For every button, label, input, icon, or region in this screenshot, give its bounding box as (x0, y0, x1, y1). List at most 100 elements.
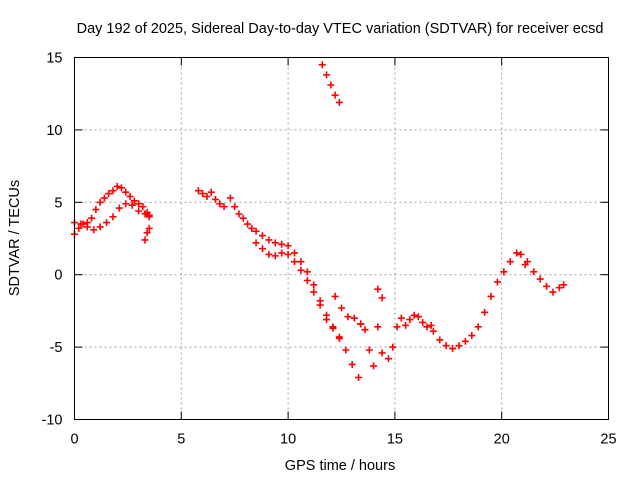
series-arc-11 (523, 258, 568, 296)
data-point (220, 203, 228, 211)
y-axis-label: SDTVAR / TECUs (7, 180, 23, 296)
data-point (378, 294, 386, 302)
data-point (329, 324, 337, 332)
data-point (90, 226, 98, 234)
data-point (88, 214, 96, 222)
data-point (549, 288, 557, 296)
data-point (103, 219, 111, 227)
data-point (323, 71, 331, 79)
data-point (355, 374, 363, 382)
data-point (429, 327, 437, 335)
data-point (455, 342, 463, 350)
y-tick-label: -5 (50, 340, 63, 356)
data-point (506, 258, 514, 266)
data-point (370, 362, 378, 370)
data-point (344, 313, 352, 321)
data-point (145, 224, 153, 232)
series-arc-4-upper (252, 227, 363, 382)
data-point (493, 278, 501, 286)
data-point (423, 323, 431, 331)
data-point (130, 197, 138, 205)
axis-ticks: 0 5 10 15 20 25 -10 -5 0 5 10 15 (42, 51, 617, 448)
data-point (327, 81, 335, 89)
data-point (449, 345, 457, 353)
series-arc-1-tail (141, 224, 153, 244)
plot-frame (74, 57, 609, 420)
data-point (258, 232, 266, 240)
data-point (374, 323, 382, 331)
data-point (474, 323, 482, 331)
data-point (318, 61, 326, 69)
data-point (244, 220, 252, 228)
data-point (284, 250, 292, 258)
data-point (278, 240, 286, 248)
data-point (414, 313, 422, 321)
x-tick-label: 15 (387, 432, 403, 448)
data-point (427, 321, 435, 329)
data-point (303, 268, 311, 276)
data-point (303, 276, 311, 284)
x-axis-label: GPS time / hours (285, 458, 395, 474)
data-point (92, 206, 100, 214)
data-point (461, 337, 469, 345)
data-point (406, 316, 414, 324)
y-tick-label: -10 (42, 413, 63, 429)
data-point (543, 282, 551, 290)
data-point (139, 203, 147, 211)
data-point (513, 249, 521, 257)
data-point (258, 245, 266, 253)
data-point (109, 187, 117, 195)
data-point (284, 242, 292, 250)
data-point (113, 182, 121, 190)
data-point (226, 194, 234, 202)
data-point (128, 201, 136, 209)
data-point (248, 224, 256, 232)
data-point (105, 190, 113, 198)
data-point (141, 236, 149, 244)
data-point (135, 200, 143, 208)
series-arc-7 (374, 285, 386, 302)
series-arc-9 (384, 311, 435, 363)
series-arc-1-lower (71, 200, 153, 234)
data-point (410, 311, 418, 319)
data-point (357, 320, 365, 328)
data-point (235, 210, 243, 218)
data-point (536, 275, 544, 283)
data-point (316, 301, 324, 309)
data-point (310, 288, 318, 296)
data-point (135, 207, 143, 215)
y-tick-label: 5 (54, 195, 62, 211)
series-arc-8 (318, 61, 343, 106)
data-point (338, 304, 345, 312)
data-point (297, 266, 305, 274)
data-point (211, 195, 219, 203)
data-point (100, 194, 108, 202)
data-point (271, 239, 279, 247)
data-point (389, 343, 397, 351)
data-point (115, 204, 123, 212)
data-point (207, 188, 215, 196)
data-point (122, 200, 130, 208)
data-point (194, 187, 202, 195)
data-point (291, 258, 299, 266)
data-point (323, 316, 331, 324)
series-arc-6 (357, 320, 386, 370)
data-point (378, 349, 386, 357)
data-point (122, 188, 130, 196)
y-tick-label: 10 (46, 123, 62, 139)
data-point (126, 193, 134, 201)
grid-lines (74, 57, 609, 420)
data-point (402, 321, 410, 329)
data-point (77, 220, 85, 228)
data-point (310, 281, 318, 289)
data-point (141, 210, 149, 218)
data-point (252, 227, 260, 235)
data-point (361, 326, 369, 334)
data-point (560, 281, 568, 289)
data-point (393, 323, 401, 331)
data-point (252, 239, 260, 247)
data-point (342, 346, 350, 354)
data-point (335, 334, 343, 342)
series-arc-4-lower (252, 239, 343, 342)
